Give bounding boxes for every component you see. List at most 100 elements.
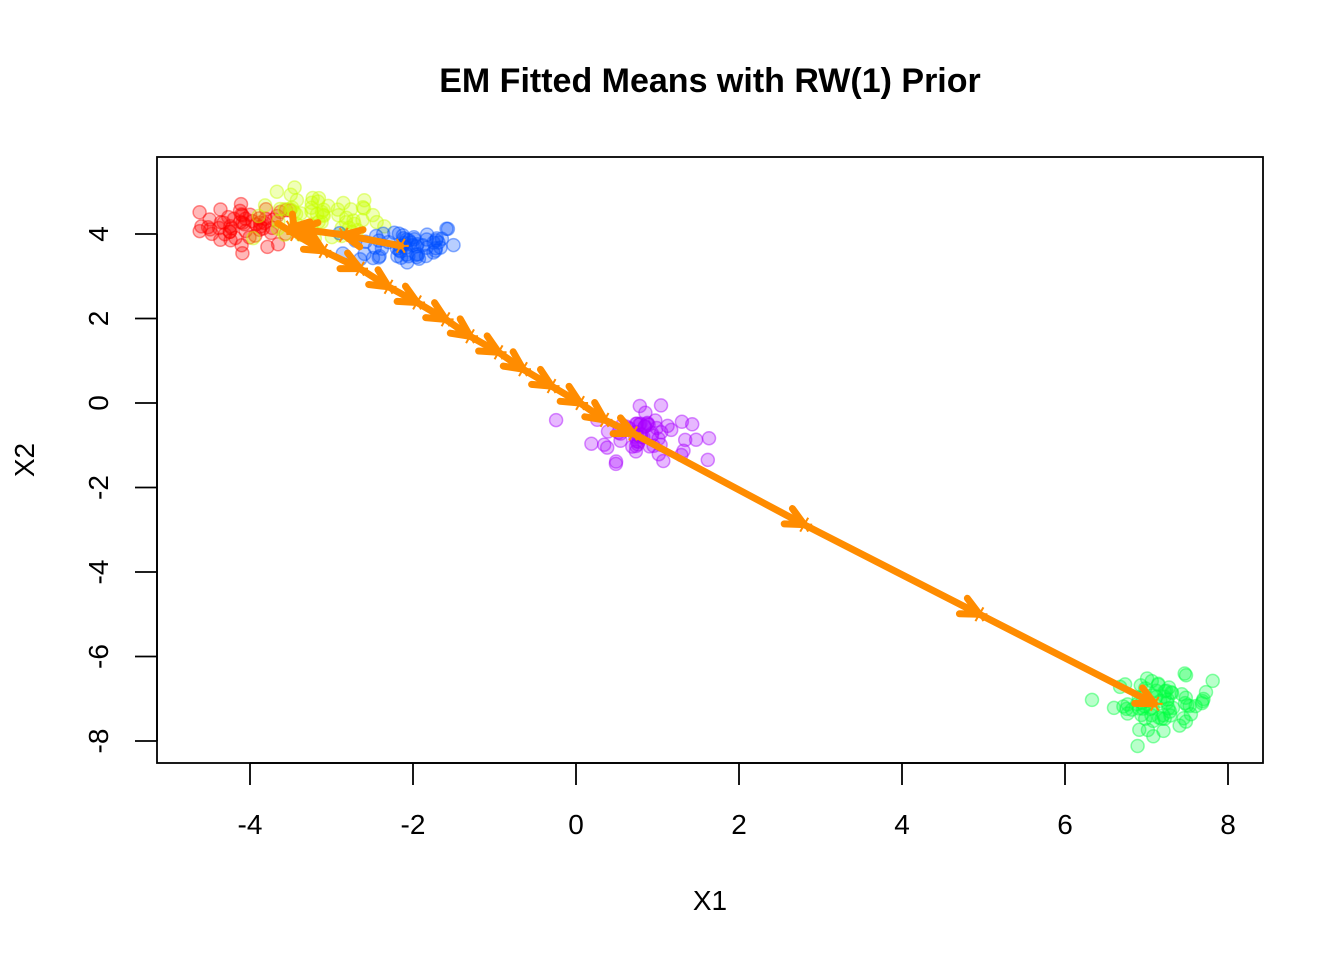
data-point-cluster-3 (365, 250, 381, 266)
data-point-cluster-1 (238, 223, 253, 239)
data-point-cluster-1 (245, 213, 260, 229)
data-point-cluster-2 (338, 214, 354, 230)
data-point-cluster-2 (343, 202, 359, 217)
data-point-cluster-3 (409, 249, 425, 265)
data-point-cluster-1 (258, 202, 274, 217)
path-segment (975, 610, 1159, 708)
data-point-cluster-5 (1157, 711, 1172, 726)
data-point-cluster-2 (320, 198, 336, 214)
data-point-cluster-2 (304, 200, 319, 215)
data-point-cluster-2 (356, 201, 372, 216)
data-point-cluster-2 (316, 208, 332, 224)
y-tick-label: -8 (83, 729, 114, 754)
data-point-cluster-1 (234, 207, 249, 222)
data-point-cluster-5 (1139, 671, 1155, 686)
data-point-cluster-3 (428, 232, 444, 248)
data-point-cluster-4 (608, 454, 624, 469)
data-point-cluster-2 (257, 198, 273, 213)
data-point-cluster-3 (446, 237, 461, 253)
data-point-cluster-4 (638, 405, 653, 420)
data-point-cluster-4 (663, 422, 679, 438)
data-point-cluster-2 (246, 230, 261, 246)
data-point-cluster-5 (1106, 700, 1122, 716)
data-point-cluster-2 (339, 210, 354, 225)
data-point-cluster-1 (233, 196, 249, 212)
data-point-cluster-5 (1120, 706, 1135, 721)
data-point-cluster-1 (234, 237, 249, 253)
y-tick-label: 0 (83, 395, 114, 411)
data-point-cluster-3 (357, 246, 372, 262)
data-point-cluster-1 (248, 228, 263, 243)
data-point-cluster-1 (228, 230, 243, 246)
fitted-mean-marker (409, 295, 426, 310)
data-point-cluster-2 (369, 214, 384, 230)
x-axis: -4 -2 0 2 4 6 8 (238, 762, 1236, 840)
data-point-cluster-4 (599, 440, 615, 455)
x-axis-label: X1 (693, 885, 727, 916)
data-point-cluster-2 (277, 201, 293, 217)
fitted-mean-marker (596, 412, 613, 428)
fitted-means-path (274, 210, 1163, 712)
data-point-cluster-5 (1162, 704, 1178, 719)
data-point-cluster-3 (426, 245, 441, 260)
data-point-cluster-4 (629, 416, 645, 431)
data-point-cluster-2 (272, 201, 288, 217)
data-point-cluster-5 (1119, 701, 1134, 717)
data-point-cluster-2 (377, 219, 392, 234)
data-point-cluster-3 (406, 229, 422, 245)
data-point-cluster-3 (407, 231, 422, 247)
data-point-cluster-3 (401, 248, 416, 264)
data-point-cluster-5 (1182, 698, 1197, 714)
data-point-cluster-3 (428, 243, 443, 258)
data-point-cluster-5 (1205, 673, 1220, 689)
data-point-cluster-5 (1172, 718, 1187, 733)
data-point-cluster-5 (1164, 684, 1179, 700)
data-point-cluster-4 (641, 417, 656, 432)
data-point-cluster-5 (1137, 711, 1153, 727)
data-point-cluster-4 (628, 438, 644, 454)
data-point-cluster-2 (315, 207, 331, 222)
data-point-cluster-1 (213, 215, 229, 230)
data-point-cluster-5 (1151, 677, 1166, 692)
data-point-cluster-1 (270, 237, 286, 252)
data-point-cluster-1 (217, 226, 233, 242)
data-point-cluster-4 (674, 414, 690, 430)
data-point-cluster-5 (1144, 673, 1160, 689)
data-point-cluster-2 (251, 208, 266, 224)
data-point-cluster-4 (653, 398, 669, 413)
data-point-cluster-5 (1156, 707, 1171, 723)
data-point-cluster-4 (701, 430, 717, 446)
data-point-cluster-5 (1165, 700, 1181, 716)
data-point-cluster-5 (1132, 722, 1147, 738)
fitted-mean-marker (1146, 696, 1163, 712)
data-point-cluster-5 (1161, 680, 1177, 695)
data-point-cluster-5 (1178, 667, 1194, 683)
path-segment (340, 231, 405, 250)
data-point-cluster-5 (1176, 711, 1191, 726)
data-point-cluster-5 (1156, 723, 1171, 739)
fitted-mean-marker (515, 361, 532, 377)
data-point-cluster-3 (419, 240, 434, 256)
data-point-cluster-5 (1194, 695, 1210, 711)
data-point-cluster-1 (238, 211, 253, 226)
data-point-cluster-5 (1148, 683, 1164, 699)
data-point-cluster-1 (258, 211, 273, 226)
data-point-cluster-5 (1174, 687, 1190, 702)
data-point-cluster-5 (1140, 722, 1156, 738)
data-point-cluster-5 (1157, 684, 1172, 699)
data-point-cluster-1 (211, 220, 227, 236)
data-point-cluster-1 (252, 222, 267, 238)
data-point-cluster-3 (371, 250, 386, 265)
chart-title: EM Fitted Means with RW(1) Prior (439, 62, 981, 100)
data-point-cluster-1 (273, 204, 288, 220)
data-point-cluster-4 (677, 432, 693, 448)
data-point-cluster-3 (440, 221, 456, 237)
data-point-cluster-2 (357, 192, 372, 208)
data-point-cluster-4 (639, 416, 655, 432)
data-point-cluster-2 (316, 202, 331, 217)
data-point-cluster-2 (311, 190, 327, 206)
data-point-cluster-5 (1198, 684, 1214, 700)
data-point-cluster-4 (625, 439, 640, 454)
data-point-cluster-1 (202, 222, 218, 237)
